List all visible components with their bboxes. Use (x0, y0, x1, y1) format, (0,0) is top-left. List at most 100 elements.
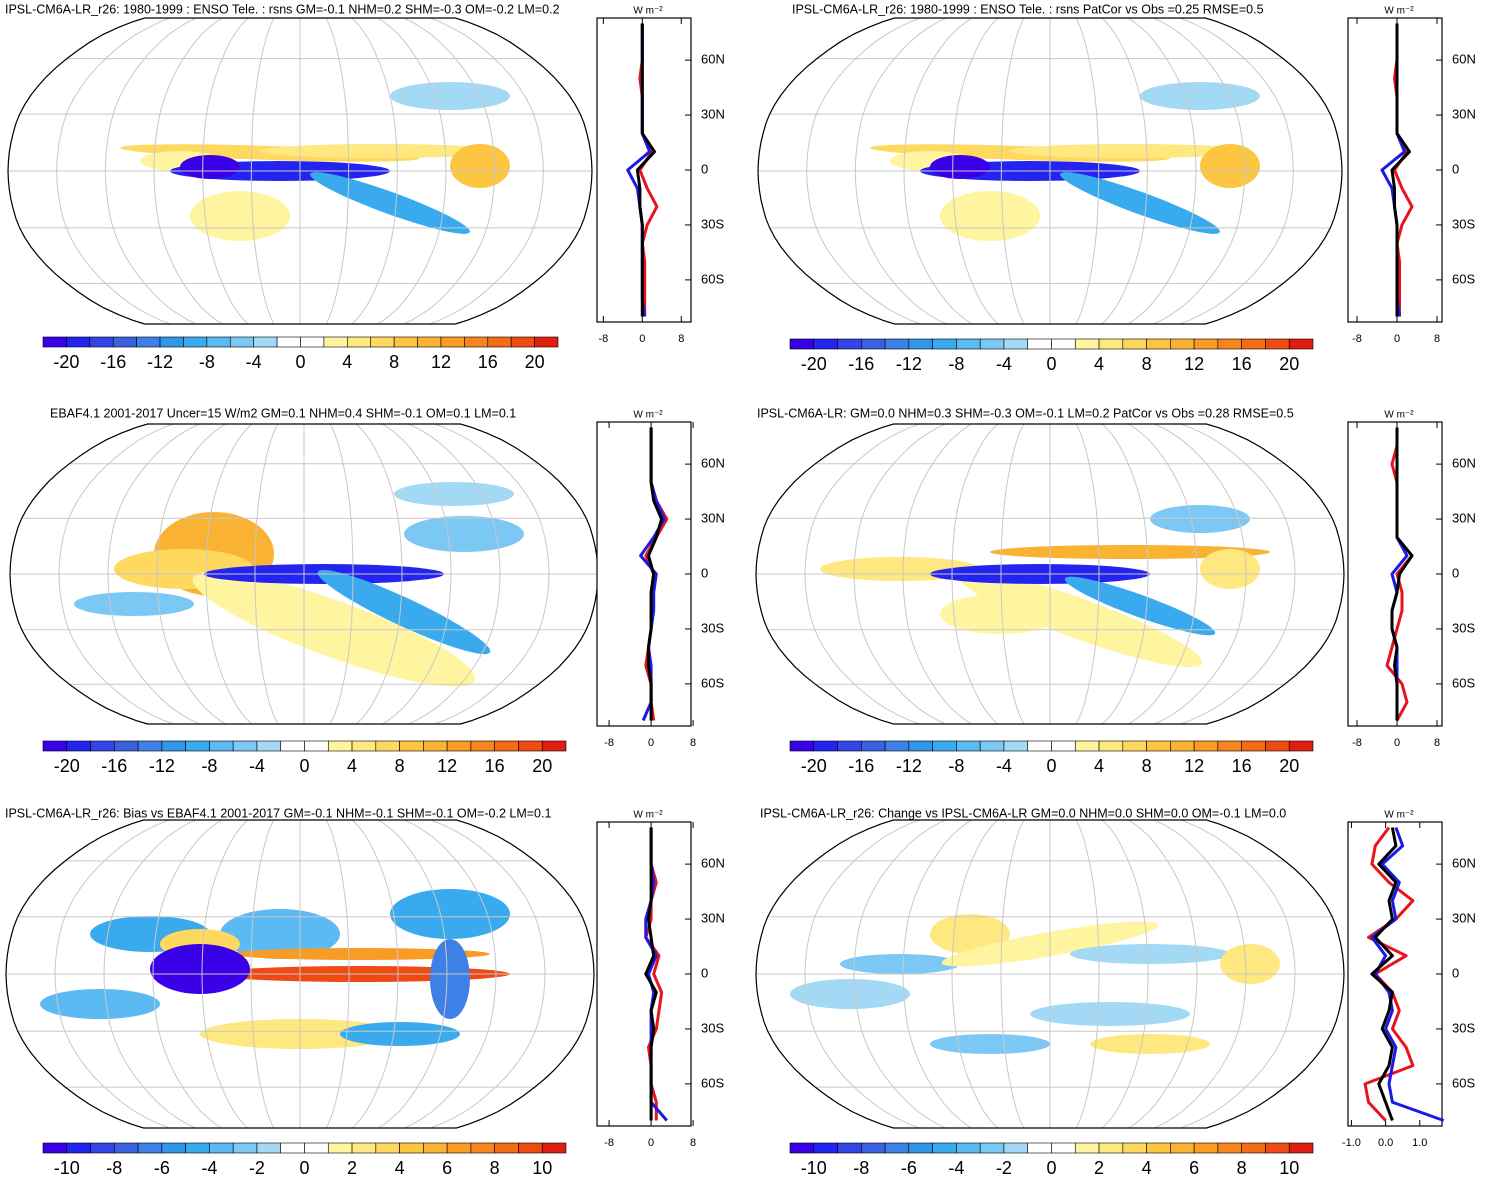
colorbar-label: 8 (490, 1158, 500, 1177)
graticule (951, 424, 999, 724)
colorbar-box (161, 740, 186, 752)
map (10, 424, 598, 724)
zonal-line (635, 23, 656, 317)
colorbar-box (185, 1142, 210, 1154)
colorbar-box (837, 740, 862, 752)
colorbar-box (159, 336, 184, 348)
colorbar-box (1074, 1142, 1100, 1154)
colorbar-label: 0 (1046, 756, 1056, 776)
y-tick-label: 60S (1452, 271, 1475, 286)
colorbar-box (1051, 740, 1076, 752)
zonal-line (1370, 827, 1398, 1122)
y-tick-label: 30N (701, 510, 725, 525)
colorbar-label: -10 (54, 1158, 80, 1177)
y-tick-label: 60N (701, 456, 725, 471)
colorbar-box (1074, 740, 1100, 752)
colorbar-box (351, 1142, 377, 1154)
graticule (325, 18, 350, 324)
graticule (56, 18, 171, 324)
colorbar-label: 6 (1189, 1158, 1199, 1177)
colorbar-box (114, 1142, 139, 1154)
unit-label: W m⁻² (1384, 810, 1414, 821)
graticule (1000, 820, 1025, 1128)
colorbar-box (1027, 740, 1052, 752)
colorbar-label: -12 (147, 352, 173, 372)
colorbar-box (253, 336, 278, 348)
colorbar-box (229, 336, 254, 348)
colorbar-box (185, 740, 210, 752)
colorbar-box (300, 336, 325, 348)
colorbar-label: 0 (1046, 1158, 1056, 1177)
y-tick-label: 30S (1452, 620, 1475, 635)
colorbar-box (861, 338, 886, 350)
shading (840, 954, 960, 974)
colorbar-box (1146, 1142, 1171, 1154)
shading (1140, 82, 1260, 110)
colorbar-box (276, 336, 301, 348)
zonal-line (644, 827, 658, 1121)
zonal-line (1393, 23, 1414, 317)
colorbar-label: 12 (1184, 354, 1204, 374)
graticule (1101, 820, 1149, 1128)
x-tick-label: 8 (678, 333, 684, 345)
shading (1200, 144, 1260, 188)
colorbar-label: 8 (389, 352, 399, 372)
graticule (804, 424, 920, 724)
shading (317, 569, 491, 655)
shading (40, 989, 160, 1019)
colorbar-box (908, 338, 933, 350)
colorbar-label: -16 (848, 354, 874, 374)
graticule (853, 820, 946, 1128)
colorbar-label: 20 (532, 756, 552, 776)
graticule (58, 424, 174, 724)
map (8, 18, 592, 324)
colorbar-box (370, 336, 395, 348)
graticule (381, 424, 452, 724)
graticule (1000, 424, 1025, 724)
colorbar-box (813, 338, 838, 350)
graticule (156, 424, 227, 724)
colorbar-box (837, 338, 862, 350)
y-tick-label: 60S (1452, 1075, 1475, 1090)
shading (340, 1022, 460, 1046)
zonal-frame (596, 421, 692, 727)
y-tick-label: 30N (1452, 106, 1476, 121)
unit-label: W m⁻² (633, 410, 663, 421)
colorbar-label: 2 (347, 1158, 357, 1177)
colorbar-box (956, 338, 981, 350)
graticule (806, 18, 921, 324)
colorbar-label: -16 (101, 756, 127, 776)
y-tick-label: 0 (701, 161, 708, 176)
colorbar-label: -16 (848, 756, 874, 776)
colorbar-label: -8 (106, 1158, 122, 1177)
graticule (377, 18, 447, 324)
colorbar-box (327, 740, 353, 752)
shading (930, 1034, 1050, 1054)
colorbar-box (423, 740, 448, 752)
x-tick-label: -8 (1352, 333, 1362, 345)
graticule (54, 820, 170, 1128)
colorbar-box (1217, 740, 1242, 752)
y-tick-label: 60N (1452, 52, 1476, 67)
map-outline (5, 819, 595, 1129)
colorbar-label: -4 (996, 756, 1012, 776)
colorbar-box (399, 740, 424, 752)
colorbar-box (1288, 338, 1314, 350)
panel-title: IPSL-CM6A-LR: GM=0.0 NHM=0.3 SHM=-0.3 OM… (757, 406, 1294, 420)
unit-label: W m⁻² (1384, 6, 1414, 17)
colorbar-box (304, 1142, 329, 1154)
graticule (903, 18, 973, 324)
colorbar-box (510, 336, 535, 348)
colorbar-label: -12 (896, 354, 922, 374)
y-tick-label: 30S (1452, 216, 1475, 231)
colorbar-box (137, 1142, 163, 1154)
y-tick-label: 60N (701, 856, 725, 871)
colorbar-box (518, 1142, 543, 1154)
colorbar-box (393, 336, 418, 348)
colorbar-label: 4 (395, 1158, 405, 1177)
colorbar-box (1003, 338, 1029, 350)
x-tick-label: -8 (604, 1137, 614, 1149)
colorbar-box (112, 336, 137, 348)
colorbar-label: 2 (1094, 1158, 1104, 1177)
x-tick-label: 8 (1434, 737, 1440, 749)
